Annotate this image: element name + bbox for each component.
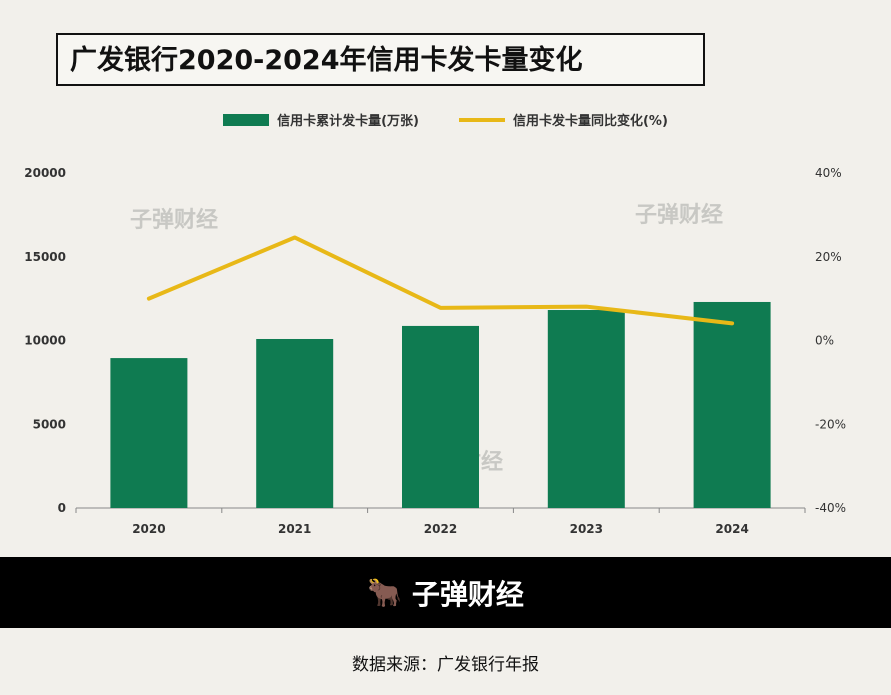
y-tick-label: 5000 xyxy=(33,417,66,431)
y-tick-label: 20000 xyxy=(24,166,66,180)
footer-brand: 子弹财经 xyxy=(411,577,524,611)
watermark: 子弹财经 xyxy=(130,208,219,233)
x-tick-label: 2022 xyxy=(424,522,457,536)
x-tick-label: 2024 xyxy=(715,522,748,536)
y2-tick-label: -40% xyxy=(815,501,846,515)
x-tick-label: 2020 xyxy=(132,522,165,536)
footer-banner: 🐂 子弹财经 xyxy=(0,557,891,628)
line-point-2020 xyxy=(147,297,151,301)
legend-item-bar: 信用卡累计发卡量(万张) xyxy=(223,110,419,129)
bar-2020 xyxy=(110,358,188,508)
source-note: 数据来源：广发银行年报 xyxy=(352,655,539,675)
y-tick-label: 0 xyxy=(58,501,66,515)
chart-title: 广发银行2020-2024年信用卡发卡量变化 xyxy=(56,33,705,86)
y2-tick-label: 20% xyxy=(815,250,842,264)
y-tick-label: 10000 xyxy=(24,334,66,348)
legend-swatch-bar xyxy=(223,113,270,126)
line-point-2024 xyxy=(730,321,734,325)
chart-area: 0 5000 10000 15000 20000 -40% -20% 0% 20% 40% 2020… xyxy=(24,166,846,536)
legend-item-line: 信用卡发卡量同比变化(%) xyxy=(458,110,668,129)
x-tick-label: 2021 xyxy=(278,522,311,536)
legend-label-line: 信用卡发卡量同比变化(%) xyxy=(512,114,668,129)
y2-tick-label: -20% xyxy=(815,417,846,431)
y2-tick-label: 40% xyxy=(815,166,842,180)
bar-2024 xyxy=(693,301,771,508)
line-point-2021 xyxy=(293,235,297,239)
legend: 信用卡累计发卡量(万张) 信用卡发卡量同比变化(%) xyxy=(0,110,891,129)
line-series xyxy=(146,235,735,326)
legend-label-bar: 信用卡累计发卡量(万张) xyxy=(277,114,419,129)
brand-logo-icon: 🐂 xyxy=(367,576,402,609)
bar-2021 xyxy=(256,338,334,508)
legend-swatch-line xyxy=(458,117,505,122)
watermark: 子弹财经 xyxy=(635,203,724,228)
bar-2022 xyxy=(402,325,479,508)
bar-2023 xyxy=(547,310,625,508)
y2-tick-label: 0% xyxy=(815,334,834,348)
y-tick-label: 15000 xyxy=(24,250,66,264)
x-tick-label: 2023 xyxy=(570,522,603,536)
line-point-2023 xyxy=(584,305,588,309)
line-point-2022 xyxy=(439,306,442,310)
